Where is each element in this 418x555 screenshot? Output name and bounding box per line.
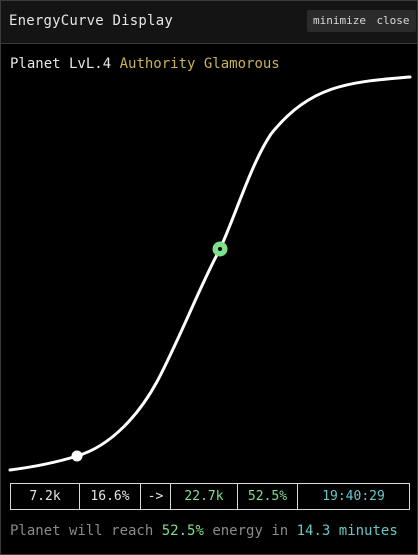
footer-percent: 52.5% bbox=[161, 523, 204, 539]
target-energy-percent: 52.5% bbox=[238, 483, 298, 510]
target-energy-marker-center bbox=[218, 247, 222, 251]
current-energy-percent: 16.6% bbox=[80, 483, 141, 510]
energy-stats-row: 7.2k 16.6% -> 22.7k 52.5% 19:40:29 bbox=[10, 483, 410, 510]
footer-prefix: Planet will reach bbox=[10, 523, 154, 539]
target-energy-value: 22.7k bbox=[171, 483, 238, 510]
arrow-indicator: -> bbox=[141, 483, 171, 510]
window-title: EnergyCurve Display bbox=[9, 13, 173, 29]
footer-duration: 14.3 minutes bbox=[296, 523, 398, 539]
footer-middle: energy in bbox=[212, 523, 289, 539]
minimize-button[interactable]: minimize bbox=[307, 10, 372, 32]
authority-label: Authority Glamorous bbox=[119, 56, 280, 72]
close-button[interactable]: close bbox=[370, 10, 416, 32]
current-energy-marker bbox=[71, 450, 83, 462]
energy-footer-message: Planet will reach 52.5% energy in 14.3 m… bbox=[10, 523, 398, 539]
eta-time: 19:40:29 bbox=[298, 483, 410, 510]
planet-level: Planet LvL.4 bbox=[10, 56, 112, 72]
current-energy-value: 7.2k bbox=[10, 483, 80, 510]
energy-curve-graph bbox=[8, 75, 412, 472]
energy-curve-line bbox=[8, 75, 412, 472]
planet-header: Planet LvL.4 Authority Glamorous bbox=[10, 56, 280, 72]
title-bar[interactable]: EnergyCurve Display minimize close bbox=[1, 1, 417, 44]
